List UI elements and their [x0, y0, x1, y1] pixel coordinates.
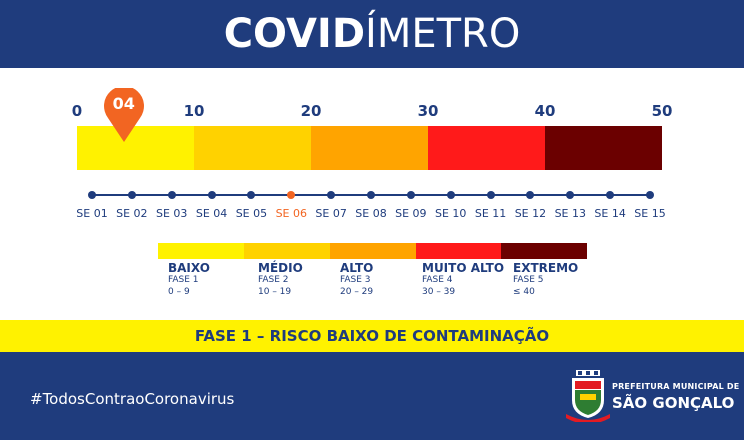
hashtag: #TodosContraoCoronavirus [30, 390, 235, 408]
legend-name: MUITO ALTO [422, 261, 505, 275]
scale-label: 40 [534, 102, 556, 120]
timeline-dot [406, 191, 415, 199]
timeline-dot [486, 191, 495, 199]
phase-banner-text: FASE 1 – RISCO BAIXO DE CONTAMINAÇÃO [194, 327, 550, 345]
scale-label: 20 [300, 102, 322, 120]
legend-bar-fase-4 [416, 243, 501, 259]
legend-range: 20 – 29 [340, 287, 374, 297]
legend-fase: FASE 3 [340, 275, 371, 285]
legend-range: 30 – 39 [422, 287, 456, 297]
timeline-dot [247, 191, 256, 199]
timeline-dot [446, 191, 455, 199]
legend-range: 0 – 9 [168, 287, 190, 297]
legend-name: EXTREMO [513, 261, 579, 275]
timeline-week-label: SE 14 [594, 207, 626, 220]
legend-fase: FASE 1 [168, 275, 199, 285]
gauge-segment-fase-4 [428, 126, 545, 170]
timeline-week-label: SE 13 [554, 207, 586, 220]
timeline-week-label: SE 05 [235, 207, 268, 220]
timeline-week-label: SE 03 [155, 207, 188, 220]
timeline-dot [167, 191, 176, 199]
timeline-week-label: SE 12 [514, 207, 547, 220]
timeline-week-label: SE 09 [395, 207, 427, 220]
timeline-dot [88, 191, 96, 199]
legend-name: BAIXO [168, 261, 210, 275]
legend-name: ALTO [340, 261, 374, 275]
timeline-dot [287, 191, 296, 199]
footer-bar: #TodosContraoCoronavirus PREFEITURA MUNI… [0, 352, 744, 440]
timeline-week-label: SE 04 [195, 207, 228, 220]
scale-label: 10 [183, 102, 205, 120]
gauge-segment-fase-2 [194, 126, 311, 170]
timeline-week-label: SE 01 [76, 207, 108, 220]
legend-bar-fase-2 [244, 243, 330, 259]
title-bold: COVID [223, 11, 366, 57]
timeline-week-label: SE 15 [634, 207, 666, 220]
gauge-segment-fase-5 [545, 126, 662, 170]
legend-bar-fase-3 [330, 243, 416, 259]
timeline-dot [367, 191, 375, 199]
timeline-week-label: SE 10 [434, 207, 467, 220]
prefeitura-line-2: SÃO GONÇALO [612, 394, 735, 412]
timeline-week-label: SE 08 [355, 207, 387, 220]
legend-range: 10 – 19 [258, 287, 292, 297]
timeline-dot [606, 191, 615, 199]
timeline-dot [327, 191, 336, 199]
legend-range: ≤ 40 [513, 287, 535, 297]
timeline-dot [646, 191, 654, 199]
timeline-week-label: SE 06 [275, 207, 307, 220]
current-value-label: 04 [112, 94, 135, 113]
scale-label: 30 [417, 102, 439, 120]
legend-bar-fase-5 [501, 243, 587, 259]
city-crest-icon [566, 370, 610, 422]
map-pin-icon [103, 88, 144, 142]
gauge-segment-fase-1 [77, 126, 194, 170]
title-light: ÍMETRO [365, 11, 521, 57]
prefeitura-line-1: PREFEITURA MUNICIPAL DE [612, 382, 740, 391]
scale-label: 0 [71, 102, 83, 120]
legend-fase: FASE 5 [513, 275, 544, 285]
page-title: COVIDÍMETRO [224, 11, 521, 57]
timeline-week-label: SE 07 [315, 207, 347, 220]
legend-name: MÉDIO [258, 261, 303, 275]
timeline-dot [207, 191, 216, 199]
legend-bar-fase-1 [158, 243, 244, 259]
gauge-segment-fase-3 [311, 126, 428, 170]
timeline-dot [526, 191, 535, 199]
timeline-dot [566, 191, 575, 199]
timeline-week-label: SE 11 [474, 207, 507, 220]
scale-label: 50 [651, 102, 673, 120]
phase-banner: FASE 1 – RISCO BAIXO DE CONTAMINAÇÃO [0, 320, 744, 352]
header-bar: COVIDÍMETRO [0, 0, 744, 68]
legend-fase: FASE 2 [258, 275, 289, 285]
timeline-dot [127, 191, 136, 199]
timeline-week-label: SE 02 [116, 207, 148, 220]
legend-fase: FASE 4 [422, 275, 453, 285]
